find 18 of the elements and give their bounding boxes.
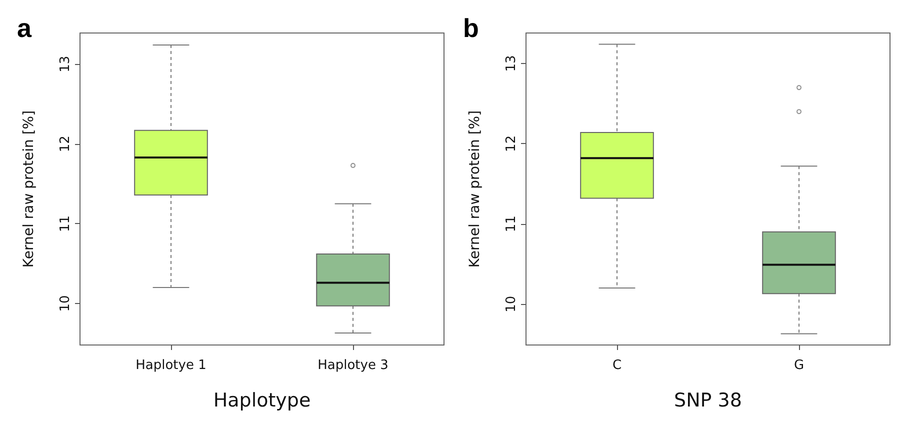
x-axis-title: Haplotype	[213, 390, 311, 412]
y-tick-label: 12	[58, 136, 73, 152]
chart-title: a	[17, 13, 32, 43]
chart-title: b	[463, 13, 479, 43]
x-tick-label: C	[612, 358, 622, 373]
x-tick-label: Haplotye 3	[318, 358, 388, 373]
y-tick-label: 11	[504, 216, 519, 232]
y-tick-label: 10	[58, 295, 73, 312]
y-axis-title: Kernel raw protein [%]	[21, 110, 37, 268]
x-tick-label: Haplotye 1	[136, 358, 206, 373]
y-axis-title: Kernel raw protein [%]	[467, 110, 483, 268]
x-tick-label: G	[794, 358, 804, 373]
y-tick-label: 13	[58, 56, 73, 72]
y-tick-label: 12	[504, 135, 519, 152]
y-tick-label: 11	[58, 215, 73, 232]
x-axis-title: SNP 38	[674, 390, 742, 412]
y-tick-label: 13	[504, 55, 519, 72]
y-tick-label: 10	[504, 296, 519, 312]
